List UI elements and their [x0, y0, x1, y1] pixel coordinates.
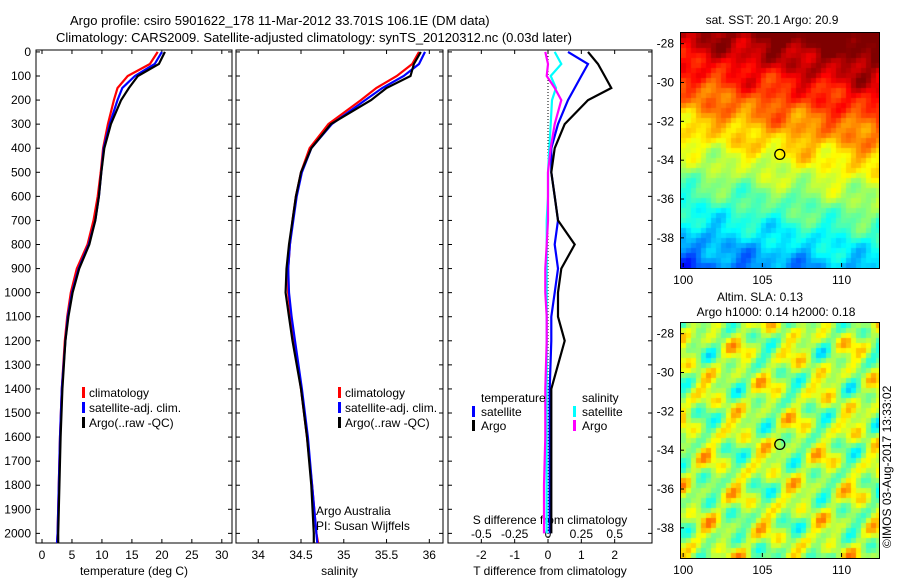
y-tick-label: 100: [11, 69, 31, 83]
x-axis-label: salinity: [321, 564, 358, 578]
x-tick-label: 36: [423, 548, 437, 562]
legend-label: satellite: [481, 405, 522, 419]
sla-map-image: [680, 322, 880, 559]
series-salinity-argo: [542, 51, 563, 534]
y-tick-label: 1100: [5, 310, 31, 324]
temperature-axes-box: [35, 49, 233, 544]
x-tick-label: 35: [337, 548, 351, 562]
x-tick-label: 15: [125, 548, 139, 562]
legend-label: satellite: [582, 405, 623, 419]
legend-header-temperature: temperature: [481, 391, 546, 405]
x-axis-label: temperature (deg C): [80, 564, 188, 578]
legend-label: Argo: [481, 419, 507, 433]
legend-swatch: [338, 417, 341, 428]
y-tick-label: 600: [11, 189, 31, 203]
y-tick-label: 1000: [4, 286, 31, 300]
y-tick-label: 1600: [4, 430, 31, 444]
legend-swatch: [82, 387, 85, 398]
legend-label: satellite-adj. clim.: [345, 401, 437, 415]
credit-text: ©IMOS 03-Aug-2017 13:33:02: [880, 385, 894, 548]
salinity-axes-box: [235, 49, 444, 544]
y-tick-label: 2000: [4, 526, 31, 540]
x2-tick-label: 0.5: [606, 527, 623, 541]
y-tick-label: 500: [11, 165, 31, 179]
legend-label: Argo: [582, 419, 608, 433]
legend-swatch: [472, 420, 475, 431]
y-tick-label: 1900: [4, 502, 31, 516]
x-tick-label: 2: [611, 548, 618, 562]
series-temperature-argo: [550, 51, 613, 534]
x-tick-label: 1: [578, 548, 585, 562]
temperature-panel: 0100200300400500600700800900100011001200…: [4, 45, 233, 578]
x2-tick-label: 0.25: [570, 527, 594, 541]
legend-swatch: [82, 402, 85, 413]
y-tick-label: 700: [11, 213, 31, 227]
y-tick-label: 1700: [4, 454, 31, 468]
y-tick-label: 1400: [4, 382, 31, 396]
legend-label: climatology: [89, 386, 149, 400]
annotation-text: Argo Australia: [316, 504, 391, 518]
legend-swatch: [82, 417, 85, 428]
legend-header-salinity: salinity: [582, 391, 619, 405]
x-tick-label: 20: [155, 548, 169, 562]
difference-panel: -2 -1 0 1 2 T difference from climatology -0.5…: [447, 49, 653, 578]
x-tick-label: 0: [545, 548, 552, 562]
salinity-panel: 34 34.5 35 35.5 36 salinity climatologysatelli…: [235, 49, 444, 578]
y-tick-label: 200: [11, 93, 31, 107]
y-tick-label: 1200: [4, 334, 31, 348]
x-tick-label: 35.5: [375, 548, 399, 562]
legend-label: satellite-adj. clim.: [89, 401, 181, 415]
series-argo-raw-qc-: [57, 51, 166, 543]
legend-swatch: [573, 406, 576, 417]
sst-map-image: [680, 32, 880, 269]
x-tick-label: 10: [95, 548, 109, 562]
y-tick-label: 800: [11, 238, 31, 252]
x-tick-label: 30: [215, 548, 229, 562]
series-argo-raw-qc-: [284, 51, 422, 543]
x-tick-label: 34.5: [289, 548, 313, 562]
x-tick-label: -1: [509, 548, 520, 562]
x-tick-label: -2: [476, 548, 487, 562]
legend-label: Argo(..raw -QC): [89, 416, 174, 430]
legend-label: climatology: [345, 386, 405, 400]
y-tick-label: 0: [24, 45, 31, 59]
legend-swatch: [338, 402, 341, 413]
x-tick-label: 5: [69, 548, 76, 562]
y-tick-label: 1500: [4, 406, 31, 420]
legend-label: Argo(..raw -QC): [345, 416, 430, 430]
y-tick-label: 400: [11, 141, 31, 155]
x2-tick-label: -0.5: [471, 527, 492, 541]
title-line-2: Climatology: CARS2009. Satellite-adjuste…: [56, 30, 572, 45]
y-tick-label: 1800: [4, 478, 31, 492]
y-tick-label: 900: [11, 262, 31, 276]
x2-tick-label: -0.25: [501, 527, 529, 541]
x-axis-label: T difference from climatology: [473, 564, 627, 578]
x-tick-label: 0: [39, 548, 46, 562]
y-tick-label: 300: [11, 117, 31, 131]
legend-swatch: [472, 406, 475, 417]
x-tick-label: 25: [185, 548, 199, 562]
annotation-text: PI: Susan Wijffels: [316, 519, 410, 533]
series-salinity-satellite: [545, 51, 563, 534]
legend-swatch: [338, 387, 341, 398]
title-line-1: Argo profile: csiro 5901622_178 11-Mar-2…: [70, 13, 490, 28]
y-tick-label: 1300: [4, 358, 31, 372]
x-tick-label: 34: [252, 548, 266, 562]
legend-swatch: [573, 420, 576, 431]
